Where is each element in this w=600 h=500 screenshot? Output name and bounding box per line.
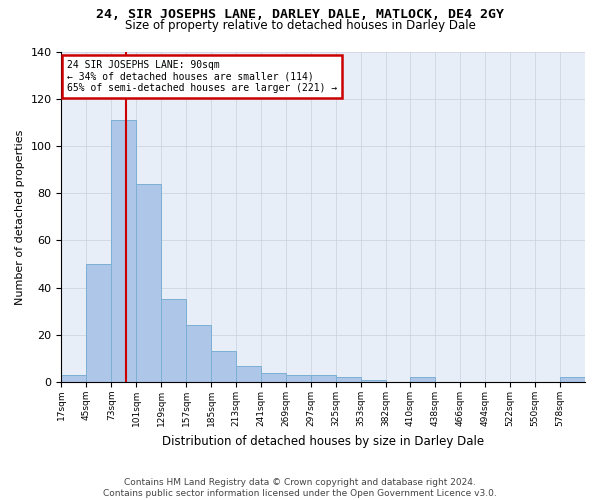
Bar bbox=[410, 378, 436, 382]
X-axis label: Distribution of detached houses by size in Darley Dale: Distribution of detached houses by size … bbox=[162, 434, 484, 448]
Bar bbox=[161, 300, 186, 382]
Text: Contains HM Land Registry data © Crown copyright and database right 2024.
Contai: Contains HM Land Registry data © Crown c… bbox=[103, 478, 497, 498]
Text: 24 SIR JOSEPHS LANE: 90sqm
← 34% of detached houses are smaller (114)
65% of sem: 24 SIR JOSEPHS LANE: 90sqm ← 34% of deta… bbox=[67, 60, 337, 93]
Text: 24, SIR JOSEPHS LANE, DARLEY DALE, MATLOCK, DE4 2GY: 24, SIR JOSEPHS LANE, DARLEY DALE, MATLO… bbox=[96, 8, 504, 20]
Bar bbox=[560, 378, 585, 382]
Bar bbox=[261, 372, 286, 382]
Bar bbox=[111, 120, 136, 382]
Bar bbox=[86, 264, 111, 382]
Bar bbox=[211, 352, 236, 382]
Bar bbox=[311, 375, 335, 382]
Bar bbox=[286, 375, 311, 382]
Bar bbox=[186, 326, 211, 382]
Bar bbox=[136, 184, 161, 382]
Bar bbox=[361, 380, 386, 382]
Bar bbox=[236, 366, 261, 382]
Bar bbox=[335, 378, 361, 382]
Y-axis label: Number of detached properties: Number of detached properties bbox=[15, 129, 25, 304]
Bar bbox=[61, 375, 86, 382]
Text: Size of property relative to detached houses in Darley Dale: Size of property relative to detached ho… bbox=[125, 19, 475, 32]
